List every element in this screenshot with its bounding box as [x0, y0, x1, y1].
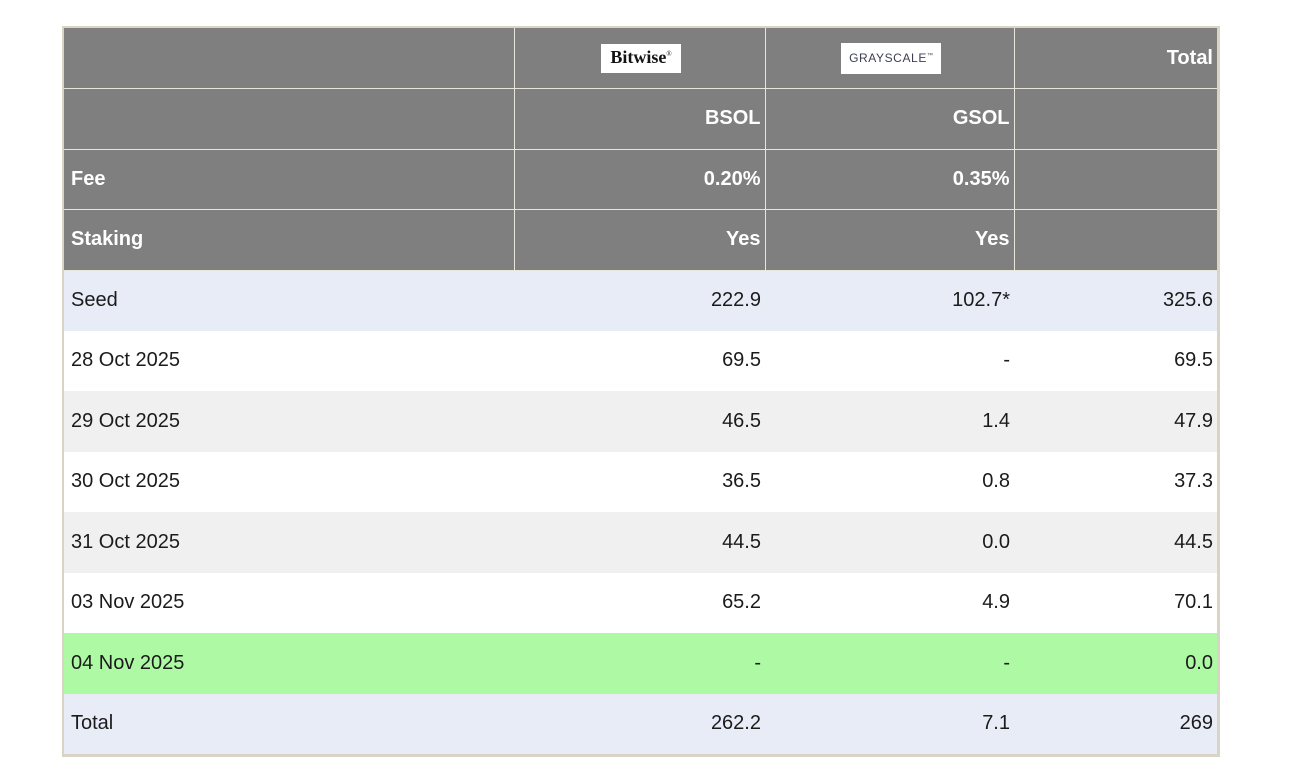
row-label-cell: Total: [64, 693, 514, 754]
total-value-cell: 47.9: [1014, 391, 1217, 452]
total-value-cell: 269: [1014, 693, 1217, 754]
gsol-ticker-cell: GSOL: [764, 88, 1015, 150]
spacer-cell: [1013, 209, 1217, 271]
fee-bsol-cell: 0.20%: [513, 148, 766, 210]
table-row-30-oct-2025: 30 Oct 2025 36.5 0.8 37.3: [64, 451, 1217, 512]
bsol-value-cell: 262.2: [514, 693, 765, 754]
total-value-cell: 44.5: [1014, 512, 1217, 573]
gsol-value-cell: 1.4: [765, 391, 1014, 452]
gsol-value-cell: 102.7*: [765, 270, 1014, 331]
row-label-cell: 03 Nov 2025: [64, 572, 514, 633]
row-label-cell: 29 Oct 2025: [64, 391, 514, 452]
gsol-value-cell: 7.1: [765, 693, 1014, 754]
total-value-cell: 69.5: [1014, 330, 1217, 391]
fee-gsol-cell: 0.35%: [764, 148, 1015, 210]
row-label-cell: 31 Oct 2025: [64, 512, 514, 573]
bsol-value-cell: 222.9: [514, 270, 765, 331]
total-header-cell: Total: [1013, 28, 1217, 89]
flows-table-container: Bitwise® GRAYSCALE™ Total BSOL GSOL Fee …: [62, 26, 1220, 757]
gsol-value-cell: -: [765, 633, 1014, 694]
bitwise-logo: Bitwise®: [601, 43, 681, 73]
total-value-cell: 37.3: [1014, 451, 1217, 512]
spacer-cell: [1013, 88, 1217, 150]
spacer-cell: [1013, 148, 1217, 210]
staking-label-cell: Staking: [64, 209, 515, 271]
ticker-row: BSOL GSOL: [64, 88, 1217, 150]
bsol-value-cell: 44.5: [514, 512, 765, 573]
grayscale-trademark: ™: [926, 52, 933, 59]
row-label-cell: 30 Oct 2025: [64, 451, 514, 512]
total-value-cell: 70.1: [1014, 572, 1217, 633]
table-row-total: Total 262.2 7.1 269: [64, 693, 1217, 754]
bitwise-logo-text: Bitwise: [610, 46, 667, 67]
fee-row: Fee 0.20% 0.35%: [64, 148, 1217, 210]
spacer-cell: [64, 88, 515, 150]
bsol-ticker-cell: BSOL: [513, 88, 766, 150]
bsol-value-cell: 65.2: [514, 572, 765, 633]
grayscale-logo-cell: GRAYSCALE™: [764, 28, 1015, 89]
staking-row: Staking Yes Yes: [64, 209, 1217, 271]
row-label-cell: 04 Nov 2025: [64, 633, 514, 694]
gsol-value-cell: -: [765, 330, 1014, 391]
gsol-value-cell: 4.9: [765, 572, 1014, 633]
bsol-value-cell: 46.5: [514, 391, 765, 452]
grayscale-logo: GRAYSCALE™: [841, 42, 941, 74]
gsol-value-cell: 0.0: [765, 512, 1014, 573]
grayscale-logo-text: GRAYSCALE: [849, 50, 927, 65]
row-label-cell: 28 Oct 2025: [64, 330, 514, 391]
total-value-cell: 0.0: [1014, 633, 1217, 694]
table-row-seed: Seed 222.9 102.7* 325.6: [64, 270, 1217, 331]
issuer-logo-row: Bitwise® GRAYSCALE™ Total: [64, 28, 1217, 89]
total-value-cell: 325.6: [1014, 270, 1217, 331]
table-row-31-oct-2025: 31 Oct 2025 44.5 0.0 44.5: [64, 512, 1217, 573]
table-row-03-nov-2025: 03 Nov 2025 65.2 4.9 70.1: [64, 572, 1217, 633]
table-row-28-oct-2025: 28 Oct 2025 69.5 - 69.5: [64, 330, 1217, 391]
bitwise-logo-cell: Bitwise®: [513, 28, 766, 89]
spacer-cell: [64, 28, 515, 89]
bsol-value-cell: -: [514, 633, 765, 694]
table-row-04-nov-2025: 04 Nov 2025 - - 0.0: [64, 633, 1217, 694]
row-label-cell: Seed: [64, 270, 514, 331]
bsol-value-cell: 69.5: [514, 330, 765, 391]
bsol-value-cell: 36.5: [514, 451, 765, 512]
staking-gsol-cell: Yes: [764, 209, 1015, 271]
table-row-29-oct-2025: 29 Oct 2025 46.5 1.4 47.9: [64, 391, 1217, 452]
fee-label-cell: Fee: [64, 148, 515, 210]
staking-bsol-cell: Yes: [513, 209, 766, 271]
etf-flows-table: Bitwise® GRAYSCALE™ Total BSOL GSOL Fee …: [64, 28, 1217, 754]
gsol-value-cell: 0.8: [765, 451, 1014, 512]
bitwise-trademark: ®: [666, 49, 672, 58]
